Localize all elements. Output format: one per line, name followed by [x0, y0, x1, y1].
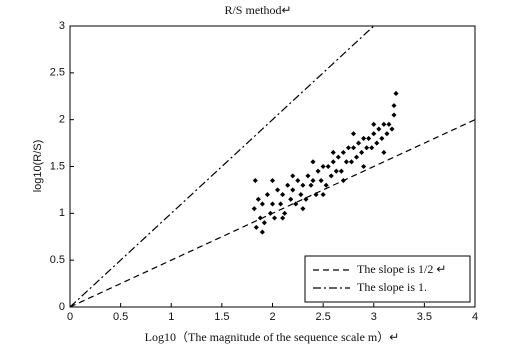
- reference-line: [69, 119, 476, 308]
- x-tick-label: 2: [269, 311, 275, 323]
- point: [269, 178, 276, 184]
- y-tick-label: 3: [59, 20, 65, 32]
- point: [253, 224, 259, 230]
- point: [252, 178, 258, 184]
- x-axis-label: Log10（The magnitude of the sequence scal…: [145, 330, 400, 344]
- point: [374, 140, 380, 146]
- point: [264, 192, 270, 198]
- point: [275, 187, 281, 193]
- point: [376, 126, 382, 132]
- point: [290, 187, 296, 193]
- point: [320, 163, 326, 170]
- legend-label: The slope is 1/2 ↵: [357, 262, 446, 276]
- x-tick-label: 0: [67, 311, 73, 323]
- x-tick-label: 0.5: [113, 311, 128, 323]
- y-tick-label: 1.5: [50, 160, 65, 172]
- point: [305, 173, 311, 179]
- legend-box: [304, 255, 471, 303]
- reference-line: [69, 25, 375, 308]
- point: [345, 145, 351, 151]
- x-tick-label: 1.5: [214, 311, 229, 323]
- x-tick-label: 3.5: [417, 311, 432, 323]
- point: [261, 220, 267, 226]
- point: [330, 149, 336, 155]
- point: [267, 210, 274, 216]
- point: [278, 201, 284, 207]
- point: [280, 215, 286, 221]
- point: [295, 178, 301, 184]
- chart-title: R/S method↵: [224, 3, 291, 17]
- y-axis-label: log10(R/S): [32, 140, 44, 193]
- legend-label: The slope is 1.: [357, 280, 427, 294]
- point: [335, 154, 341, 160]
- y-tick-label: 0.5: [50, 254, 65, 266]
- point: [379, 135, 385, 141]
- y-tick-label: 2.5: [50, 67, 65, 79]
- point: [310, 178, 316, 184]
- point: [280, 192, 286, 198]
- point: [310, 159, 316, 165]
- point: [340, 149, 346, 155]
- point: [293, 201, 299, 207]
- point: [381, 149, 387, 155]
- x-tick-label: 3: [371, 311, 377, 323]
- point: [300, 182, 306, 188]
- point: [325, 163, 331, 170]
- x-tick-label: 4: [472, 311, 478, 323]
- point: [330, 159, 336, 165]
- point: [361, 163, 367, 170]
- point: [320, 192, 326, 198]
- y-tick-label: 0: [59, 301, 65, 313]
- x-tick-label: 2.5: [315, 311, 330, 323]
- point: [290, 173, 296, 179]
- point: [259, 229, 265, 235]
- point: [315, 168, 321, 174]
- point: [350, 145, 357, 151]
- point: [285, 182, 291, 188]
- point: [384, 131, 390, 137]
- y-tick-label: 2: [59, 114, 65, 126]
- x-tick-label: 1: [168, 311, 174, 323]
- y-tick-label: 1: [59, 207, 65, 219]
- point: [271, 215, 278, 221]
